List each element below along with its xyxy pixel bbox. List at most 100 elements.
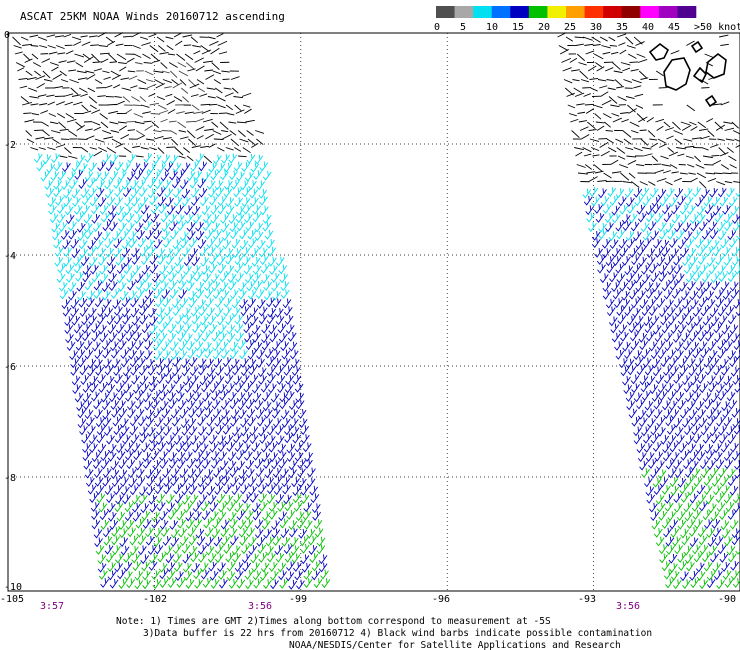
wind-barb	[314, 527, 324, 538]
wind-barb	[159, 578, 169, 589]
wind-barb	[157, 147, 165, 154]
wind-barb	[670, 527, 680, 538]
wind-barb	[660, 434, 670, 445]
wind-barb	[183, 503, 193, 514]
wind-barb	[245, 119, 255, 123]
wind-barb	[597, 263, 606, 274]
wind-barb	[162, 179, 172, 190]
wind-barb	[716, 383, 725, 394]
wind-barb	[238, 155, 247, 158]
wind-barb	[97, 95, 106, 97]
wind-barb	[91, 391, 100, 402]
wind-barb	[644, 282, 654, 292]
wind-barb	[203, 518, 213, 529]
wind-barb	[210, 451, 220, 461]
wind-barb	[131, 553, 141, 564]
wind-barb	[653, 485, 663, 496]
wind-barb	[646, 408, 655, 419]
wind-barb	[166, 502, 176, 513]
wind-barb	[230, 417, 239, 427]
wind-barb	[152, 60, 161, 63]
wind-barb	[710, 316, 720, 327]
wind-barb	[733, 425, 740, 435]
wind-barb	[679, 172, 688, 175]
wind-barb	[273, 417, 282, 428]
wind-barb	[131, 162, 141, 173]
wind-barb	[593, 53, 604, 60]
wind-barb	[216, 96, 226, 102]
wind-barb	[587, 65, 597, 72]
wind-barb	[727, 476, 737, 487]
wind-barb	[598, 188, 607, 199]
wind-barb	[310, 493, 320, 504]
wind-barb	[197, 477, 207, 488]
wind-barb	[701, 272, 711, 283]
wind-barb	[91, 519, 101, 530]
wind-barb	[650, 142, 659, 148]
wind-barb	[182, 307, 191, 318]
wind-barb	[186, 273, 195, 284]
wind-barb	[220, 290, 230, 300]
wind-barb	[264, 290, 273, 301]
wind-barb	[183, 205, 193, 216]
wind-barb	[94, 79, 103, 85]
wind-barb	[22, 102, 32, 106]
wind-barb	[40, 110, 49, 114]
wind-barb	[583, 153, 592, 157]
wind-barb	[643, 433, 652, 444]
wind-barb	[202, 213, 212, 224]
wind-barb	[684, 425, 693, 436]
wind-barb	[181, 494, 191, 505]
island-outline	[690, 40, 704, 54]
wind-barb	[264, 229, 274, 240]
wind-barb	[213, 358, 223, 368]
wind-barb	[602, 51, 611, 55]
wind-barb	[220, 519, 230, 530]
wind-barb	[280, 409, 290, 420]
wind-barb	[138, 545, 147, 556]
wind-barb	[650, 425, 660, 436]
wind-barb	[149, 324, 158, 335]
wind-barb	[600, 91, 609, 97]
wind-barb	[643, 442, 653, 453]
wind-barb	[706, 409, 716, 420]
wind-barb	[286, 561, 295, 572]
wind-barb	[228, 280, 237, 291]
wind-barb	[205, 545, 215, 556]
wind-barb	[716, 181, 726, 186]
wind-barb	[614, 341, 623, 351]
wind-barb	[266, 314, 276, 325]
wind-barb	[151, 281, 161, 292]
wind-barb	[282, 298, 292, 309]
wind-barb	[716, 221, 726, 232]
wind-barb	[674, 341, 684, 352]
wind-barb	[733, 340, 740, 351]
wind-barb	[719, 553, 729, 563]
wind-barb	[645, 486, 655, 497]
wind-barb	[619, 281, 629, 292]
wind-barb	[226, 333, 236, 343]
wind-barb	[651, 155, 659, 162]
wind-barb	[251, 442, 261, 453]
wind-barb	[132, 45, 141, 49]
wind-barb	[735, 311, 740, 316]
wind-barb	[134, 340, 144, 351]
wind-barb	[736, 235, 740, 240]
wind-barb	[120, 545, 130, 556]
wind-barb	[29, 96, 39, 99]
wind-barb	[156, 248, 166, 259]
wind-barb	[82, 53, 91, 60]
wind-barb	[586, 171, 596, 174]
wind-barb	[77, 231, 87, 241]
wind-barb	[692, 544, 701, 555]
wind-barb	[206, 180, 216, 190]
wind-barb	[73, 256, 82, 267]
wind-barb	[557, 32, 567, 38]
wind-barb	[667, 230, 676, 240]
wind-barb	[74, 263, 83, 274]
wind-barb	[128, 349, 138, 360]
wind-barb	[595, 62, 603, 68]
wind-barb	[173, 553, 182, 564]
wind-barb	[206, 367, 216, 378]
wind-barb	[298, 418, 308, 429]
